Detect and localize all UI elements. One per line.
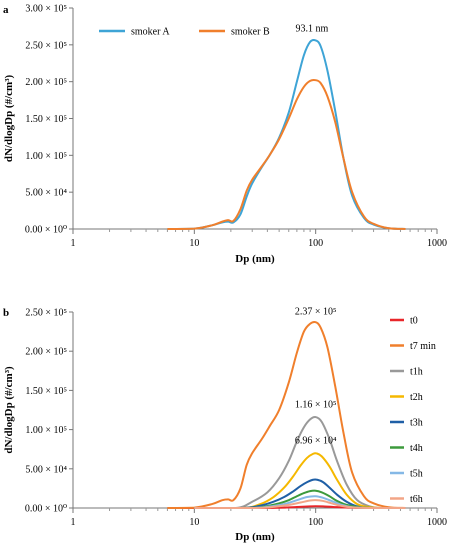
- legend-label: t1h: [410, 367, 423, 378]
- series-line-t3h: [194, 478, 406, 509]
- y-tick-label: 2.50 × 10⁵: [25, 308, 67, 319]
- panel-a: a 0.00 × 10⁰ 5.00 × 10⁴ 1.00 × 10⁵ 1.50 × 10…: [3, 4, 447, 266]
- y-axis-title: dN/dlogDp (#/cm³): [3, 75, 15, 163]
- series-line-smoker-B: [167, 78, 406, 230]
- annotation-label: 2.37 × 10⁵: [295, 306, 337, 317]
- annotation-label: 1.16 × 10⁵: [295, 400, 337, 411]
- y-tick-label: 5.00 × 10⁴: [25, 464, 67, 475]
- x-tick-label: 1: [71, 517, 76, 528]
- y-tick-label: 3.00 × 10⁵: [25, 4, 67, 15]
- legend-label: smoker A: [131, 27, 170, 38]
- panel-label: b: [3, 307, 9, 319]
- series-line-t1h: [194, 415, 406, 509]
- legend-label: t4h: [410, 443, 423, 454]
- x-tick-label: 1000: [427, 238, 447, 249]
- y-tick-label: 0.00 × 10⁰: [25, 504, 67, 515]
- x-axis-title: Dp (nm): [235, 531, 275, 543]
- legend-label: t6h: [410, 494, 423, 505]
- legend-label: t2h: [410, 392, 423, 403]
- x-tick-label: 1000: [427, 517, 447, 528]
- y-tick-label: 1.00 × 10⁵: [25, 151, 67, 162]
- annotation-label: 93.1 nm: [296, 24, 329, 35]
- y-tick-label: 1.50 × 10⁵: [25, 386, 67, 397]
- y-tick-label: 0.00 × 10⁰: [25, 225, 67, 236]
- legend-label: smoker B: [231, 27, 270, 38]
- x-tick-label: 1: [71, 238, 76, 249]
- y-tick-label: 2.50 × 10⁵: [25, 40, 67, 51]
- series-line-t4h: [194, 489, 406, 509]
- x-tick-label: 100: [308, 238, 323, 249]
- legend-label: t0: [410, 316, 418, 327]
- series-line-t2h: [194, 452, 406, 509]
- panel-b: b 0.00 × 10⁰ 5.00 × 10⁴ 1.00 × 10⁵ 1.50 × 10…: [3, 306, 447, 543]
- x-tick-label: 10: [189, 238, 199, 249]
- panel-label: a: [3, 4, 9, 16]
- legend-label: t3h: [410, 418, 423, 429]
- y-tick-label: 1.00 × 10⁵: [25, 425, 67, 436]
- x-axis-title: Dp (nm): [235, 253, 275, 265]
- y-tick-label: 2.00 × 10⁵: [25, 77, 67, 88]
- legend: t0 t7 min t1h t2h t3h t4h t5h t6h: [390, 316, 436, 505]
- series-line-t6h: [194, 499, 406, 509]
- y-axis-title: dN/dlogDp (#/cm³): [3, 366, 15, 454]
- x-tick-label: 10: [189, 517, 199, 528]
- series-line-smoker-A: [167, 38, 406, 230]
- legend: smoker A smoker B: [99, 27, 270, 38]
- legend-label: t5h: [410, 469, 423, 480]
- x-tick-label: 100: [308, 517, 323, 528]
- y-tick-label: 5.00 × 10⁴: [25, 188, 67, 199]
- y-tick-label: 2.00 × 10⁵: [25, 347, 67, 358]
- y-tick-label: 1.50 × 10⁵: [25, 114, 67, 125]
- legend-label: t7 min: [410, 341, 436, 352]
- series-line-t7-min: [167, 320, 406, 509]
- annotation-label: 6.96 × 10⁴: [295, 436, 337, 447]
